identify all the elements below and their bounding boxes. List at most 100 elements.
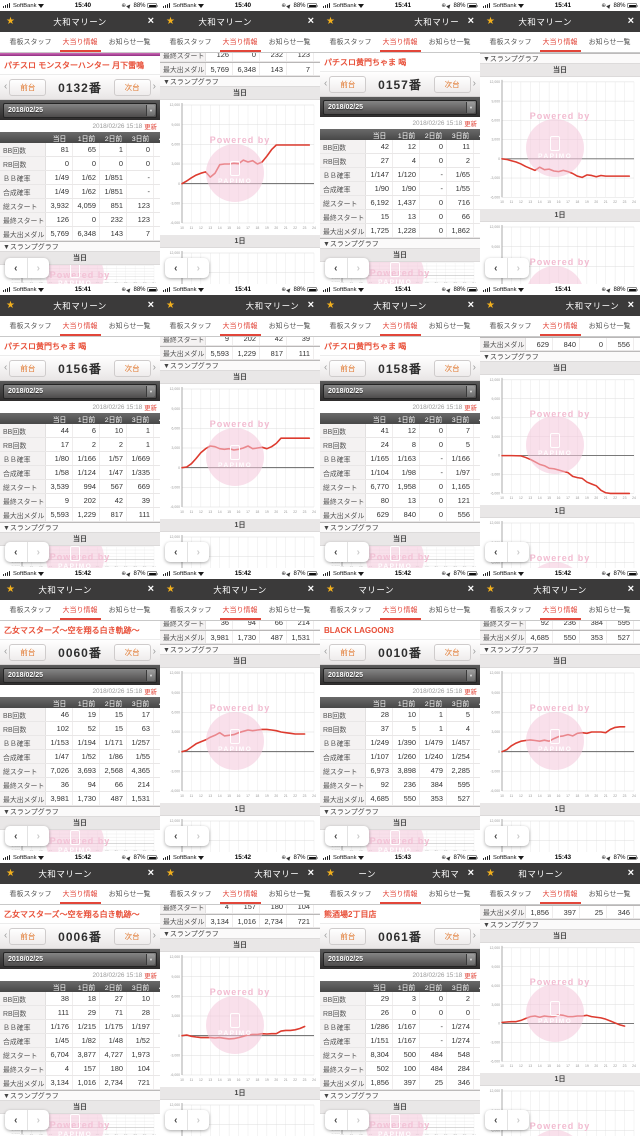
chevron-left-icon[interactable]: ‹	[324, 930, 328, 941]
prev-machine-button[interactable]: 前台	[9, 643, 47, 661]
close-icon[interactable]: ×	[307, 867, 314, 879]
tab-notice-list[interactable]: お知らせ一覧	[268, 39, 311, 46]
tab-jackpot-info[interactable]: 大当り情報	[219, 884, 261, 904]
close-icon[interactable]: ×	[467, 867, 474, 879]
favorite-star-icon[interactable]: ★	[326, 867, 335, 879]
favorite-star-icon[interactable]: ★	[486, 299, 495, 311]
prev-machine-button[interactable]: 前台	[329, 359, 367, 377]
tab-jackpot-info[interactable]: 大当り情報	[539, 600, 581, 620]
chevron-right-icon[interactable]: ›	[152, 81, 156, 92]
chevron-left-icon[interactable]: ‹	[4, 930, 8, 941]
favorite-star-icon[interactable]: ★	[486, 583, 495, 595]
tab-notice-list[interactable]: お知らせ一覧	[108, 891, 151, 898]
tab-jackpot-info[interactable]: 大当り情報	[219, 316, 261, 336]
close-icon[interactable]: ×	[467, 299, 474, 311]
nav-back-button[interactable]: ‹	[485, 542, 508, 562]
tab-notice-list[interactable]: お知らせ一覧	[268, 607, 311, 614]
tab-kanban-staff[interactable]: 看板スタッフ	[169, 323, 212, 330]
nav-back-button[interactable]: ‹	[485, 826, 508, 846]
close-icon[interactable]: ×	[467, 15, 474, 27]
chevron-right-icon[interactable]: ›	[152, 930, 156, 941]
favorite-star-icon[interactable]: ★	[486, 15, 495, 27]
prev-machine-button[interactable]: 前台	[9, 927, 47, 945]
tab-kanban-staff[interactable]: 看板スタッフ	[329, 891, 372, 898]
slump-graph-header[interactable]: ▼スランプグラフ	[0, 522, 160, 533]
nav-forward-button[interactable]: ›	[516, 262, 520, 274]
chevron-right-icon[interactable]: ›	[472, 930, 476, 941]
favorite-star-icon[interactable]: ★	[166, 583, 175, 595]
date-select[interactable]: 2018/02/25 ▼	[3, 383, 157, 399]
nav-forward-button[interactable]: ›	[36, 262, 40, 274]
close-icon[interactable]: ×	[627, 299, 634, 311]
date-select[interactable]: 2018/02/25 ▼	[323, 383, 477, 399]
tab-jackpot-info[interactable]: 大当り情報	[379, 32, 421, 52]
chevron-right-icon[interactable]: ›	[152, 362, 156, 373]
favorite-star-icon[interactable]: ★	[166, 299, 175, 311]
nav-back-button[interactable]: ‹	[485, 258, 508, 278]
nav-forward-button[interactable]: ›	[356, 1114, 360, 1126]
nav-forward-button[interactable]: ›	[196, 830, 200, 842]
close-icon[interactable]: ×	[627, 15, 634, 27]
tab-kanban-staff[interactable]: 看板スタッフ	[9, 39, 52, 46]
favorite-star-icon[interactable]: ★	[6, 583, 15, 595]
tab-kanban-staff[interactable]: 看板スタッフ	[489, 891, 532, 898]
chevron-left-icon[interactable]: ‹	[4, 81, 8, 92]
close-icon[interactable]: ×	[147, 867, 154, 879]
tab-notice-list[interactable]: お知らせ一覧	[588, 323, 631, 330]
slump-graph-header[interactable]: ▼スランプグラフ	[320, 522, 480, 533]
favorite-star-icon[interactable]: ★	[166, 867, 175, 879]
close-icon[interactable]: ×	[147, 583, 154, 595]
nav-back-button[interactable]: ‹	[165, 258, 188, 278]
nav-forward-button[interactable]: ›	[356, 546, 360, 558]
chevron-left-icon[interactable]: ‹	[324, 78, 328, 89]
favorite-star-icon[interactable]: ★	[166, 15, 175, 27]
nav-back-button[interactable]: ‹	[325, 826, 348, 846]
date-select[interactable]: 2018/02/25 ▼	[323, 951, 477, 967]
tab-notice-list[interactable]: お知らせ一覧	[428, 607, 471, 614]
close-icon[interactable]: ×	[467, 583, 474, 595]
nav-forward-button[interactable]: ›	[516, 546, 520, 558]
tab-jackpot-info[interactable]: 大当り情報	[59, 316, 101, 336]
tab-notice-list[interactable]: お知らせ一覧	[428, 323, 471, 330]
chevron-right-icon[interactable]: ›	[472, 646, 476, 657]
slump-graph-header[interactable]: ▼スランプグラフ	[0, 1090, 160, 1101]
tab-notice-list[interactable]: お知らせ一覧	[588, 607, 631, 614]
tab-kanban-staff[interactable]: 看板スタッフ	[169, 607, 212, 614]
nav-forward-button[interactable]: ›	[516, 1114, 520, 1126]
nav-forward-button[interactable]: ›	[356, 830, 360, 842]
favorite-star-icon[interactable]: ★	[6, 867, 15, 879]
slump-graph-header[interactable]: ▼スランプグラフ	[480, 351, 640, 362]
slump-graph-header[interactable]: ▼スランプグラフ	[0, 241, 160, 252]
tab-kanban-staff[interactable]: 看板スタッフ	[329, 323, 372, 330]
tab-jackpot-info[interactable]: 大当り情報	[59, 600, 101, 620]
favorite-star-icon[interactable]: ★	[6, 15, 15, 27]
slump-graph-header[interactable]: ▼スランプグラフ	[320, 238, 480, 249]
nav-forward-button[interactable]: ›	[356, 262, 360, 274]
tab-notice-list[interactable]: お知らせ一覧	[428, 891, 471, 898]
close-icon[interactable]: ×	[627, 583, 634, 595]
prev-machine-button[interactable]: 前台	[9, 78, 47, 96]
tab-kanban-staff[interactable]: 看板スタッフ	[489, 323, 532, 330]
favorite-star-icon[interactable]: ★	[326, 583, 335, 595]
chevron-left-icon[interactable]: ‹	[4, 646, 8, 657]
nav-back-button[interactable]: ‹	[165, 1110, 188, 1130]
prev-machine-button[interactable]: 前台	[329, 643, 367, 661]
nav-forward-button[interactable]: ›	[516, 830, 520, 842]
date-select[interactable]: 2018/02/25 ▼	[323, 667, 477, 683]
chevron-left-icon[interactable]: ‹	[324, 646, 328, 657]
nav-back-button[interactable]: ‹	[5, 258, 28, 278]
date-select[interactable]: 2018/02/25 ▼	[3, 951, 157, 967]
tab-notice-list[interactable]: お知らせ一覧	[428, 39, 471, 46]
next-machine-button[interactable]: 次台	[433, 359, 471, 377]
nav-back-button[interactable]: ‹	[325, 258, 348, 278]
tab-jackpot-info[interactable]: 大当り情報	[219, 32, 261, 52]
tab-notice-list[interactable]: お知らせ一覧	[588, 39, 631, 46]
tab-kanban-staff[interactable]: 看板スタッフ	[9, 607, 52, 614]
tab-kanban-staff[interactable]: 看板スタッフ	[329, 39, 372, 46]
tab-notice-list[interactable]: お知らせ一覧	[108, 323, 151, 330]
slump-graph-header[interactable]: ▼スランプグラフ	[160, 76, 320, 87]
favorite-star-icon[interactable]: ★	[486, 867, 495, 879]
close-icon[interactable]: ×	[307, 15, 314, 27]
tab-jackpot-info[interactable]: 大当り情報	[59, 884, 101, 904]
nav-back-button[interactable]: ‹	[485, 1110, 508, 1130]
